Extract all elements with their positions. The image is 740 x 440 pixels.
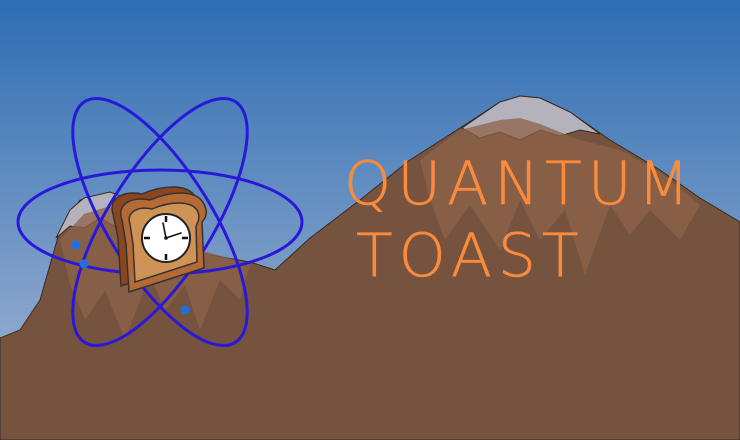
clock-icon (141, 213, 191, 263)
electron-dot (71, 240, 81, 250)
title-line-2: TOAST (356, 221, 585, 291)
electrons (71, 240, 190, 315)
electron-dot (79, 259, 89, 269)
title-line-1: QUANTUM (344, 149, 695, 219)
electron-dot (180, 305, 190, 315)
